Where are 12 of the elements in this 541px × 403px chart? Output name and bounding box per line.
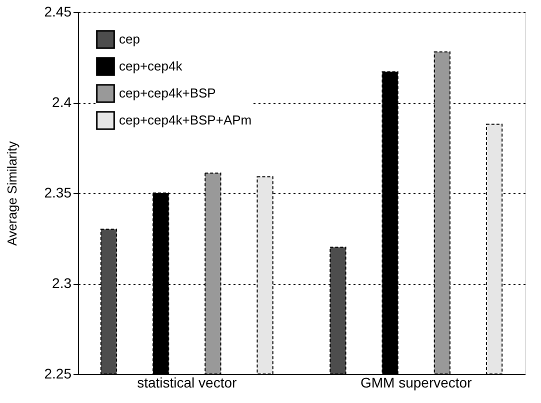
y-tick-label: 2.4 [52, 94, 72, 110]
y-axis-title: Average Similarity [4, 140, 20, 246]
legend-label: cep+cep4k+BSP+APm [119, 112, 252, 128]
y-tick-label: 2.25 [44, 366, 72, 382]
y-tick-label: 2.45 [44, 4, 72, 20]
y-tick-label: 2.3 [52, 275, 72, 291]
x-tick-label: statistical vector [137, 374, 238, 390]
legend-label: cep+cep4k+BSP [119, 86, 216, 100]
legend-label: cep+cep4k [119, 58, 183, 74]
legend-label: cep [119, 32, 140, 46]
y-tick-label: 2.35 [44, 184, 72, 200]
x-tick-label: GMM supervector [360, 374, 472, 390]
